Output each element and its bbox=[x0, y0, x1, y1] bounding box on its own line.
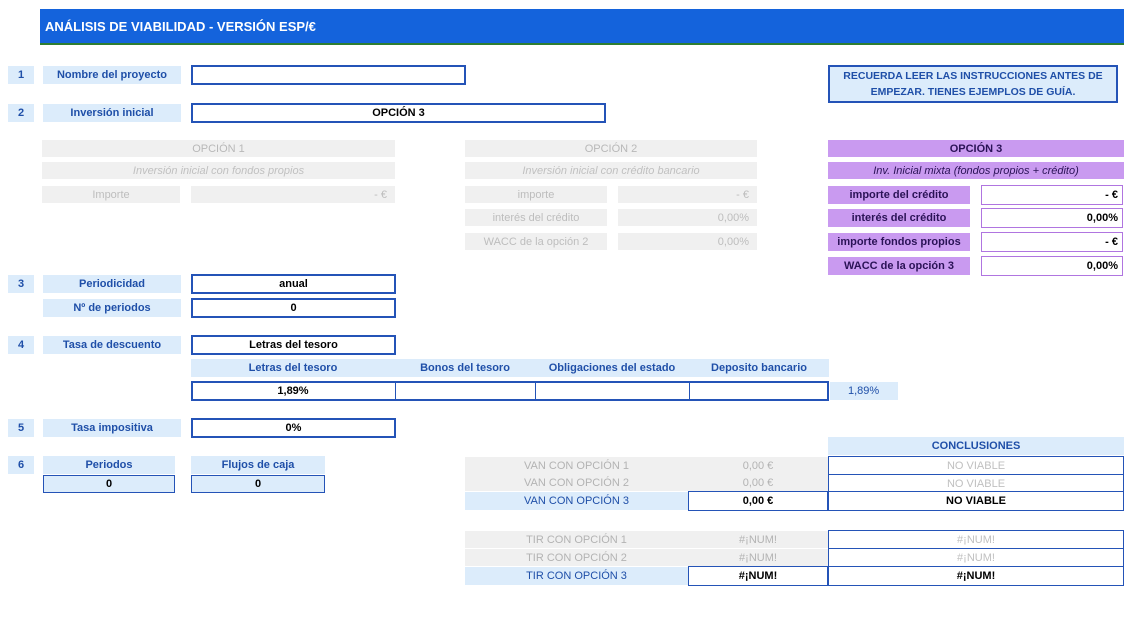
project-name-label: Nombre del proyecto bbox=[43, 66, 181, 84]
option3-interes-label: interés del crédito bbox=[828, 209, 970, 227]
tir-option2-label: TIR CON OPCIÓN 2 bbox=[465, 549, 688, 566]
initial-investment-label: Inversión inicial bbox=[43, 104, 181, 122]
van-option1-label: VAN CON OPCIÓN 1 bbox=[465, 457, 688, 474]
option3-interes-input[interactable]: 0,00% bbox=[981, 208, 1123, 228]
rate-value-deposito[interactable] bbox=[689, 381, 829, 401]
rate-value-obligaciones[interactable] bbox=[535, 381, 689, 401]
option1-importe-value: - € bbox=[191, 186, 395, 203]
rates-row bbox=[191, 381, 829, 401]
option3-fondos-input[interactable]: - € bbox=[981, 232, 1123, 252]
initial-investment-select[interactable]: OPCIÓN 3 bbox=[191, 103, 606, 123]
option3-importe-label: importe del crédito bbox=[828, 186, 970, 204]
cash-flow-cell[interactable]: 0 bbox=[191, 475, 325, 493]
tir-option3-conclusion: #¡NUM! bbox=[828, 566, 1124, 586]
num-periods-label: Nº de periodos bbox=[43, 299, 181, 317]
tir-option3-label: TIR CON OPCIÓN 3 bbox=[465, 567, 688, 585]
option2-subtitle: Inversión inicial con crédito bancario bbox=[465, 162, 757, 179]
period-cell: 0 bbox=[43, 475, 175, 493]
tir-option3-value: #¡NUM! bbox=[688, 566, 828, 586]
option2-wacc-label: WACC de la opción 2 bbox=[465, 233, 607, 250]
step-number-2: 2 bbox=[8, 104, 34, 122]
tir-option1-label: TIR CON OPCIÓN 1 bbox=[465, 531, 688, 548]
cash-flows-label: Flujos de caja bbox=[191, 456, 325, 474]
van-option3-label: VAN CON OPCIÓN 3 bbox=[465, 492, 688, 510]
selected-rate-value: 1,89% bbox=[830, 382, 898, 400]
van-option3-value: 0,00 € bbox=[688, 491, 828, 511]
option2-importe-value: - € bbox=[618, 186, 757, 203]
van-option2-label: VAN CON OPCIÓN 2 bbox=[465, 474, 688, 491]
sheet-title: ANÁLISIS DE VIABILIDAD - VERSIÓN ESP/€ bbox=[40, 9, 1124, 45]
tir-option1-conclusion: #¡NUM! bbox=[828, 530, 1124, 549]
instructions-note: RECUERDA LEER LAS INSTRUCCIONES ANTES DE… bbox=[828, 65, 1118, 103]
step-number-5: 5 bbox=[8, 419, 34, 437]
rate-header-obligaciones: Obligaciones del estado bbox=[535, 359, 689, 377]
step-number-1: 1 bbox=[8, 66, 34, 84]
option3-wacc-label: WACC de la opción 3 bbox=[828, 257, 970, 275]
van-option2-value: 0,00 € bbox=[688, 474, 828, 491]
option2-importe-label: importe bbox=[465, 186, 607, 203]
periods-label: Periodos bbox=[43, 456, 175, 474]
van-option1-value: 0,00 € bbox=[688, 457, 828, 474]
option2-interes-value: 0,00% bbox=[618, 209, 757, 226]
tax-rate-input[interactable]: 0% bbox=[191, 418, 396, 438]
discount-rate-select[interactable]: Letras del tesoro bbox=[191, 335, 396, 355]
option3-importe-input[interactable]: - € bbox=[981, 185, 1123, 205]
option3-header: OPCIÓN 3 bbox=[828, 140, 1124, 157]
option2-interes-label: interés del crédito bbox=[465, 209, 607, 226]
rate-header-bonos: Bonos del tesoro bbox=[395, 359, 535, 377]
option2-wacc-value: 0,00% bbox=[618, 233, 757, 250]
option3-wacc-value: 0,00% bbox=[981, 256, 1123, 276]
option1-importe-label: Importe bbox=[42, 186, 180, 203]
rate-header-deposito: Deposito bancario bbox=[689, 359, 829, 377]
rate-value-bonos[interactable] bbox=[395, 381, 535, 401]
van-option1-conclusion: NO VIABLE bbox=[828, 456, 1124, 475]
tir-option2-conclusion: #¡NUM! bbox=[828, 548, 1124, 567]
periodicity-label: Periodicidad bbox=[43, 275, 181, 293]
option1-subtitle: Inversión inicial con fondos propios bbox=[42, 162, 395, 179]
tir-option1-value: #¡NUM! bbox=[688, 531, 828, 548]
num-periods-input[interactable]: 0 bbox=[191, 298, 396, 318]
option3-fondos-label: importe fondos propios bbox=[828, 233, 970, 251]
option3-subtitle: Inv. Inicial mixta (fondos propios + cré… bbox=[828, 162, 1124, 179]
step-number-6: 6 bbox=[8, 456, 34, 474]
conclusions-header: CONCLUSIONES bbox=[828, 437, 1124, 455]
tax-rate-label: Tasa impositiva bbox=[43, 419, 181, 437]
option1-header: OPCIÓN 1 bbox=[42, 140, 395, 157]
rate-header-letras: Letras del tesoro bbox=[191, 359, 395, 377]
van-option3-conclusion: NO VIABLE bbox=[828, 491, 1124, 511]
project-name-input[interactable] bbox=[191, 65, 466, 85]
step-number-4: 4 bbox=[8, 336, 34, 354]
tir-option2-value: #¡NUM! bbox=[688, 549, 828, 566]
rate-value-letras[interactable]: 1,89% bbox=[277, 385, 309, 397]
periodicity-select[interactable]: anual bbox=[191, 274, 396, 294]
option2-header: OPCIÓN 2 bbox=[465, 140, 757, 157]
step-number-3: 3 bbox=[8, 275, 34, 293]
discount-rate-label: Tasa de descuento bbox=[43, 336, 181, 354]
